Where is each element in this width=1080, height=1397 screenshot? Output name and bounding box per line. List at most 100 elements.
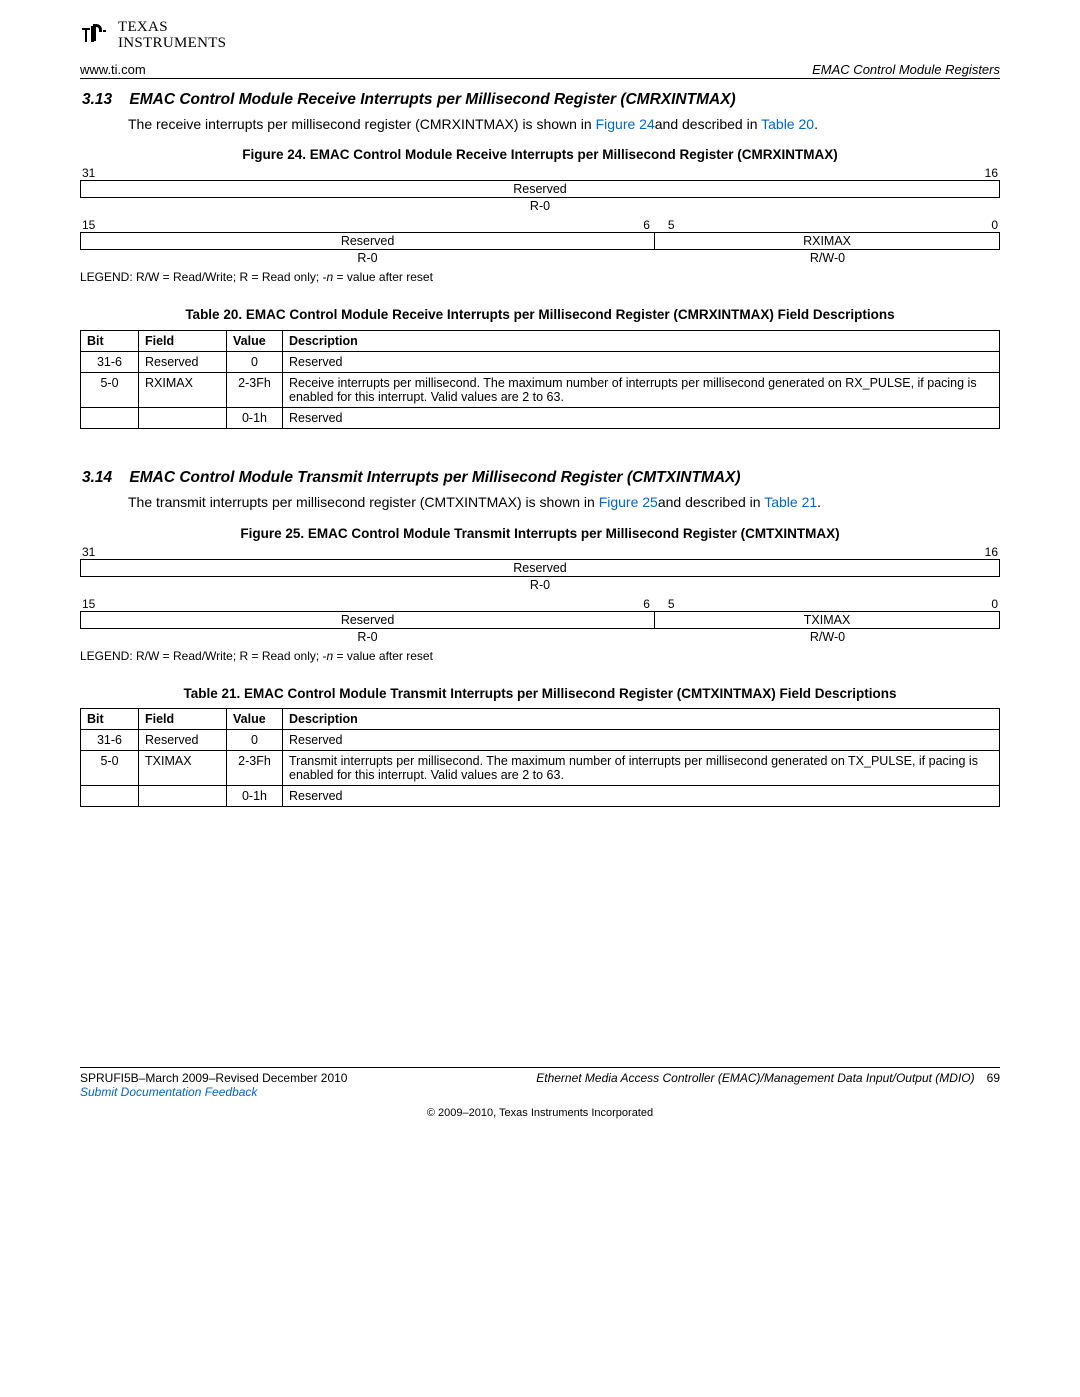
td-field: Reserved (139, 351, 227, 372)
ti-logo-icon (80, 22, 112, 50)
header-url[interactable]: www.ti.com (80, 62, 146, 77)
logo: TEXAS INSTRUMENTS (80, 20, 226, 52)
reserved-15-6: Reserved (81, 233, 655, 249)
th-bit: Bit (81, 709, 139, 730)
section-313-intro: The receive interrupts per millisecond r… (128, 115, 1000, 134)
td-value: 2-3Fh (227, 372, 283, 407)
logo-text-top: TEXAS (118, 20, 226, 36)
figure25-legend: LEGEND: R/W = Read/Write; R = Read only;… (80, 649, 1000, 663)
intro-text: and described in (655, 116, 761, 132)
table-row: 31-6 Reserved 0 Reserved (81, 351, 1000, 372)
td-field: TXIMAX (139, 751, 227, 786)
td-desc: Reserved (283, 407, 1000, 428)
td-bit (81, 407, 139, 428)
rximax-field: RXIMAX (655, 233, 999, 249)
section-314-num: 3.14 (82, 469, 112, 486)
td-bit: 5-0 (81, 751, 139, 786)
page-number: 69 (987, 1071, 1000, 1085)
th-field: Field (139, 709, 227, 730)
submit-feedback-link[interactable]: Submit Documentation Feedback (80, 1085, 257, 1099)
copyright: © 2009–2010, Texas Instruments Incorpora… (80, 1107, 1000, 1119)
figure25-caption: Figure 25. EMAC Control Module Transmit … (80, 526, 1000, 541)
intro-text: . (814, 116, 818, 132)
bit-16: 16 (985, 166, 998, 180)
td-desc: Transmit interrupts per millisecond. The… (283, 751, 1000, 786)
td-field (139, 407, 227, 428)
figure24-diagram: 31 16 Reserved R-0 15 6 5 0 Reserved RXI… (80, 166, 1000, 266)
section-313-title: 3.13 EMAC Control Module Receive Interru… (82, 91, 1000, 109)
td-value: 0-1h (227, 786, 283, 807)
bit-6: 6 (613, 218, 650, 232)
bit-16: 16 (985, 545, 998, 559)
td-field: Reserved (139, 730, 227, 751)
table20-caption: Table 20. EMAC Control Module Receive In… (80, 306, 1000, 324)
access-rw0: R/W-0 (655, 629, 1000, 645)
td-desc: Reserved (283, 351, 1000, 372)
footer: SPRUFI5B–March 2009–Revised December 201… (80, 1067, 1000, 1119)
table21-link[interactable]: Table 21 (764, 494, 817, 510)
bit-0: 0 (980, 218, 998, 232)
reserved-15-6: Reserved (81, 612, 655, 628)
bit-15: 15 (82, 218, 109, 232)
th-field: Field (139, 330, 227, 351)
legend-text: LEGEND: R/W = Read/Write; R = Read only;… (80, 270, 327, 284)
intro-text: and described in (658, 494, 764, 510)
footer-mid: Ethernet Media Access Controller (EMAC)/… (359, 1071, 974, 1085)
logo-text-bottom: INSTRUMENTS (118, 36, 226, 52)
td-bit: 31-6 (81, 351, 139, 372)
td-value: 0 (227, 730, 283, 751)
td-value: 2-3Fh (227, 751, 283, 786)
table-row: 0-1h Reserved (81, 407, 1000, 428)
intro-text: The transmit interrupts per millisecond … (128, 494, 599, 510)
td-value: 0 (227, 351, 283, 372)
table21: Bit Field Value Description 31-6 Reserve… (80, 708, 1000, 807)
td-bit (81, 786, 139, 807)
td-desc: Reserved (283, 730, 1000, 751)
legend-text: LEGEND: R/W = Read/Write; R = Read only;… (80, 649, 327, 663)
reserved-31-16: Reserved (81, 560, 999, 576)
table20-link[interactable]: Table 20 (761, 116, 814, 132)
header-chapter: EMAC Control Module Registers (812, 62, 1000, 77)
td-desc: Receive interrupts per millisecond. The … (283, 372, 1000, 407)
section-313-num: 3.13 (82, 91, 112, 108)
bit-31: 31 (82, 166, 95, 180)
reserved-31-16: Reserved (81, 181, 999, 197)
legend-text: = value after reset (333, 649, 433, 663)
th-desc: Description (283, 330, 1000, 351)
th-value: Value (227, 330, 283, 351)
bit-31: 31 (82, 545, 95, 559)
table-row: 31-6 Reserved 0 Reserved (81, 730, 1000, 751)
table-row: 5-0 TXIMAX 2-3Fh Transmit interrupts per… (81, 751, 1000, 786)
table-row: 0-1h Reserved (81, 786, 1000, 807)
access-r0: R-0 (80, 577, 1000, 593)
figure25-link[interactable]: Figure 25 (599, 494, 658, 510)
figure24-legend: LEGEND: R/W = Read/Write; R = Read only;… (80, 270, 1000, 284)
section-313-text: EMAC Control Module Receive Interrupts p… (129, 91, 735, 108)
th-bit: Bit (81, 330, 139, 351)
intro-text: . (817, 494, 821, 510)
header: TEXAS INSTRUMENTS (80, 20, 1000, 52)
bit-0: 0 (980, 597, 998, 611)
section-314-title: 3.14 EMAC Control Module Transmit Interr… (82, 469, 1000, 487)
td-desc: Reserved (283, 786, 1000, 807)
header-row: www.ti.com EMAC Control Module Registers (80, 62, 1000, 79)
table-header-row: Bit Field Value Description (81, 709, 1000, 730)
figure24-caption: Figure 24. EMAC Control Module Receive I… (80, 147, 1000, 162)
th-desc: Description (283, 709, 1000, 730)
td-bit: 31-6 (81, 730, 139, 751)
footer-left: SPRUFI5B–March 2009–Revised December 201… (80, 1071, 347, 1099)
access-r0-2: R-0 (80, 629, 655, 645)
table21-caption: Table 21. EMAC Control Module Transmit I… (80, 685, 1000, 703)
section-314-intro: The transmit interrupts per millisecond … (128, 493, 1000, 512)
intro-text: The receive interrupts per millisecond r… (128, 116, 596, 132)
access-r0: R-0 (80, 198, 1000, 214)
bit-15: 15 (82, 597, 109, 611)
figure25-diagram: 31 16 Reserved R-0 15 6 5 0 Reserved TXI… (80, 545, 1000, 645)
access-r0-2: R-0 (80, 250, 655, 266)
table20: Bit Field Value Description 31-6 Reserve… (80, 330, 1000, 429)
td-field (139, 786, 227, 807)
figure24-link[interactable]: Figure 24 (596, 116, 655, 132)
td-value: 0-1h (227, 407, 283, 428)
bit-6: 6 (613, 597, 650, 611)
access-rw0: R/W-0 (655, 250, 1000, 266)
